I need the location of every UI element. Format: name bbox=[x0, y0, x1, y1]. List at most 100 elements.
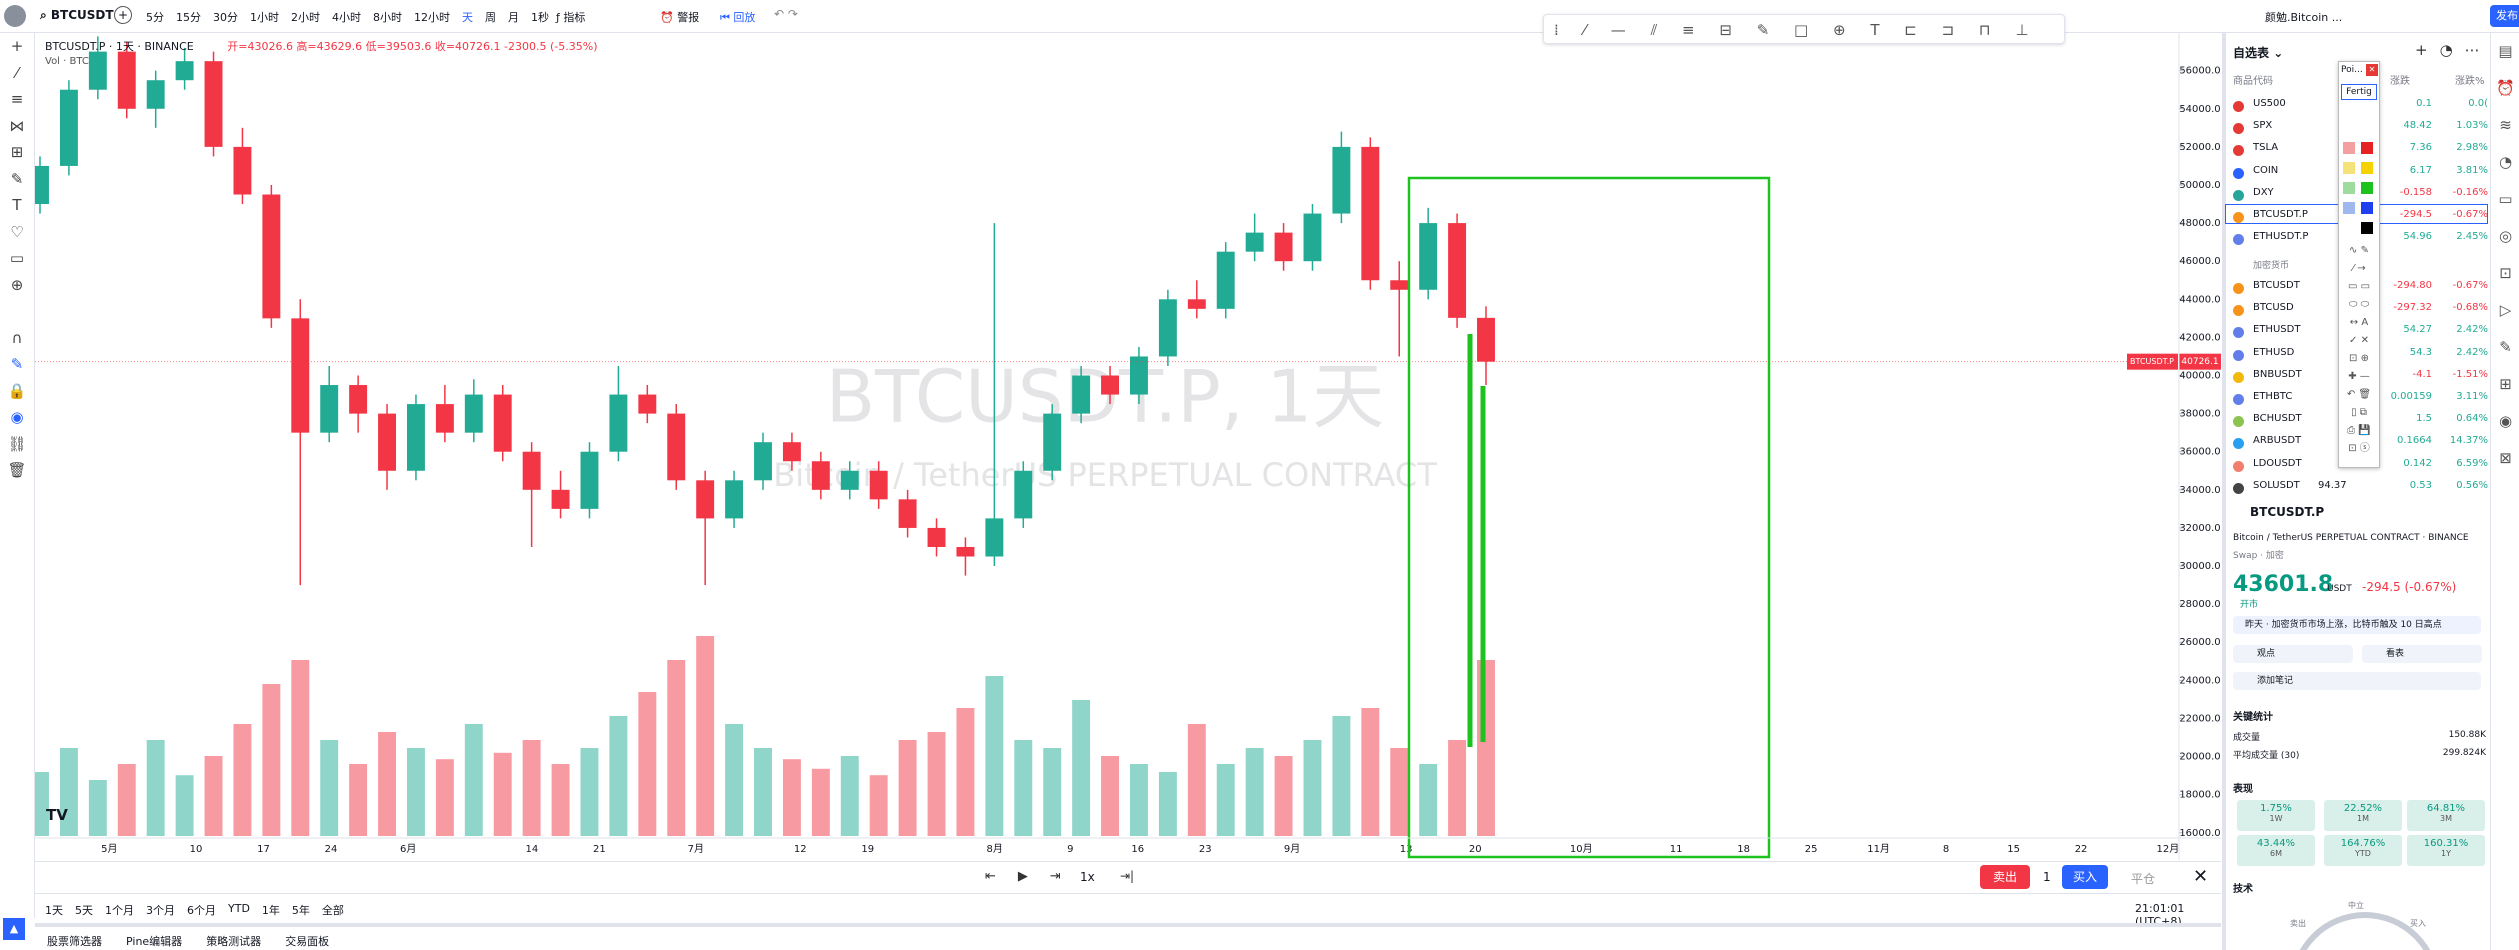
swatch[interactable] bbox=[2361, 162, 2373, 174]
right-rail[interactable]: ▤ ⏰ ≋ ◔ ▭ ◎ ⊡ ▷ ✎ ⊞ ◉ ⊠ bbox=[2490, 33, 2519, 950]
candle-body bbox=[1101, 375, 1120, 395]
swatch[interactable] bbox=[2361, 142, 2373, 154]
range-button[interactable]: 1天 bbox=[45, 904, 63, 917]
swatch[interactable] bbox=[2343, 182, 2355, 194]
interval[interactable]: 4小时 bbox=[332, 11, 361, 24]
swatch[interactable] bbox=[2361, 222, 2373, 234]
watchlist-symbol[interactable]: DXY bbox=[2253, 186, 2274, 198]
y-tick-label: 18000.0 bbox=[2179, 790, 2220, 801]
range-button[interactable]: 全部 bbox=[321, 904, 344, 917]
undo-button[interactable]: ↶ ↷ bbox=[774, 7, 798, 21]
interval[interactable]: 周 bbox=[485, 11, 496, 24]
publish-button[interactable]: 发布 bbox=[2490, 5, 2519, 27]
palette-close[interactable]: ✕ bbox=[2366, 64, 2378, 76]
swatch[interactable] bbox=[2361, 182, 2373, 194]
interval[interactable]: 5分 bbox=[146, 11, 164, 24]
watchlist-symbol[interactable]: ETHUSDT bbox=[2253, 324, 2301, 336]
details-change: -294.5 (-0.67%) bbox=[2362, 580, 2457, 594]
swatch[interactable] bbox=[2343, 142, 2355, 154]
details-symbol[interactable]: BTCUSDT.P bbox=[2250, 505, 2325, 519]
avatar[interactable] bbox=[4, 5, 26, 27]
candle-body bbox=[725, 480, 744, 519]
replay-button[interactable]: ⏮ 回放 bbox=[720, 11, 756, 24]
ideas-button[interactable]: 观点 bbox=[2233, 645, 2353, 663]
left-toolbar[interactable]: + ⁄ ≡ ⋈ ⊞ ✎ T ♡ ▭ ⊕ ∩ ✎ 🔒 ◉ ⛓ 🗑 bbox=[0, 33, 35, 918]
watchlist-symbol[interactable]: ETHBTC bbox=[2253, 391, 2293, 402]
alert-button[interactable]: ⏰ 警报 bbox=[660, 11, 700, 24]
bottom-tab[interactable]: Pine编辑器 bbox=[126, 935, 183, 948]
candle-body bbox=[291, 318, 310, 433]
range-button[interactable]: 6个月 bbox=[187, 904, 216, 917]
watchlist-actions[interactable]: +◔⋯ bbox=[2415, 41, 2492, 59]
column-header: 涨跌 bbox=[2390, 76, 2410, 87]
interval[interactable]: 月 bbox=[508, 11, 519, 24]
stat-label: 成交量 bbox=[2233, 733, 2261, 743]
symbol-icon bbox=[2233, 234, 2244, 246]
symbol-icon bbox=[2233, 438, 2244, 450]
interval[interactable]: 30分 bbox=[213, 11, 238, 24]
swatch[interactable] bbox=[2343, 162, 2355, 174]
interval[interactable]: 8小时 bbox=[373, 11, 402, 24]
watchlist-symbol[interactable]: LDOUSDT bbox=[2253, 457, 2302, 469]
add-note-button[interactable]: 添加笔记 bbox=[2233, 672, 2481, 690]
volume-bar bbox=[1361, 708, 1380, 836]
minds-button[interactable]: 看表 bbox=[2362, 645, 2482, 663]
watchlist-symbol[interactable]: BTCUSD bbox=[2253, 302, 2294, 314]
watchlist-symbol[interactable]: ETHUSDT.P bbox=[2253, 231, 2309, 243]
compare-button[interactable]: + bbox=[114, 6, 132, 24]
order-quantity[interactable]: 1 bbox=[2043, 870, 2051, 884]
replay-controls[interactable]: ⇤▶⇥ bbox=[985, 869, 1083, 884]
candle-body bbox=[985, 518, 1004, 557]
interval[interactable]: 12小时 bbox=[414, 11, 450, 24]
x-tick-label: 14 bbox=[526, 844, 539, 855]
watchlist-symbol[interactable]: US500 bbox=[2253, 98, 2286, 109]
range-button[interactable]: 1年 bbox=[261, 904, 280, 917]
object-tree-button[interactable]: ▲ bbox=[3, 918, 25, 940]
interval[interactable]: 15分 bbox=[176, 11, 201, 24]
drawing-toolbar[interactable]: ⁞ ⁄ — ⫽ ≡ ⊟ ✎ □ ⊕ T ⊏ ⊐ ⊓ ⊥ ⋈ ∠ ⊞ ⊺ bbox=[1543, 14, 2065, 44]
drawn-rectangle[interactable] bbox=[1407, 176, 1771, 859]
buy-button[interactable]: 买入 bbox=[2062, 865, 2108, 889]
watchlist-symbol[interactable]: BNBUSDT bbox=[2253, 368, 2302, 380]
sell-button[interactable]: 卖出 bbox=[1980, 865, 2030, 889]
section-header[interactable]: 加密货币 bbox=[2253, 261, 2290, 271]
replay-speed[interactable]: 1x bbox=[1080, 870, 1095, 884]
swatch[interactable] bbox=[2361, 202, 2373, 214]
watchlist-symbol[interactable]: ETHUSD bbox=[2253, 346, 2295, 358]
interval[interactable]: 1秒 bbox=[531, 11, 549, 24]
interval[interactable]: 2小时 bbox=[291, 11, 320, 24]
range-button[interactable]: 3个月 bbox=[146, 904, 175, 917]
indicators-button[interactable]: ƒ 指标 bbox=[556, 11, 586, 24]
close-replay[interactable]: ✕ bbox=[2193, 866, 2209, 887]
bottom-tab[interactable]: 策略测试器 bbox=[206, 935, 262, 948]
palette-tools[interactable]: ∿ ✎ ⁄ → ▭ ▭ ⬭ ⬭ ↔ A ✓ ✕ ⊡ ⊕ ✚ — ↶ 🗑 ▯ ⧉ ⎙ 💾 ⊡ ⓢ bbox=[2346, 245, 2372, 454]
watchlist-title[interactable]: 自选表 ⌄ bbox=[2233, 46, 2284, 60]
watchlist-symbol[interactable]: BTCUSDT.P bbox=[2253, 209, 2308, 220]
range-button[interactable]: 1个月 bbox=[105, 904, 134, 917]
watchlist-symbol[interactable]: COIN bbox=[2253, 164, 2279, 176]
range-button[interactable]: YTD bbox=[228, 902, 250, 915]
watchlist-symbol[interactable]: BCHUSDT bbox=[2253, 413, 2302, 425]
palette-done[interactable]: Fertig bbox=[2341, 84, 2377, 100]
symbol-search[interactable]: ⌕ BTCUSDT bbox=[40, 8, 114, 22]
interval[interactable]: 天 bbox=[462, 11, 473, 24]
close-position-button[interactable]: 平仓 bbox=[2131, 872, 2156, 886]
bottom-tab[interactable]: 股票筛选器 bbox=[47, 935, 102, 948]
watchlist-change: 0.1 bbox=[2416, 98, 2432, 109]
layout-name[interactable]: 颜勉.Bitcoin ... bbox=[2265, 11, 2343, 24]
replay-jump[interactable]: ⇥| bbox=[1120, 869, 1135, 883]
swatch[interactable] bbox=[2343, 202, 2355, 214]
details-news[interactable]: 昨天 · 加密货币市场上涨，比特币触及 10 日高点 bbox=[2233, 616, 2481, 634]
watchlist-symbol[interactable]: SOLUSDT bbox=[2253, 479, 2300, 491]
range-button[interactable]: 5年 bbox=[291, 904, 310, 917]
interval[interactable]: 1小时 bbox=[250, 11, 279, 24]
symbol-icon bbox=[2233, 145, 2244, 157]
drawing-palette[interactable]: Poi... ✕ Fertig ∿ ✎ ⁄ → ▭ ▭ ⬭ ⬭ ↔ A ✓ ✕ ⊡ ⊕ ✚ —… bbox=[2338, 61, 2380, 468]
bottom-tab[interactable]: 交易面板 bbox=[285, 935, 330, 948]
range-button[interactable]: 5天 bbox=[75, 904, 93, 917]
watchlist-symbol[interactable]: SPX bbox=[2253, 120, 2273, 132]
watchlist-symbol[interactable]: BTCUSDT bbox=[2253, 280, 2300, 291]
watchlist-symbol[interactable]: TSLA bbox=[2253, 142, 2279, 154]
watchlist-symbol[interactable]: ARBUSDT bbox=[2253, 435, 2302, 447]
